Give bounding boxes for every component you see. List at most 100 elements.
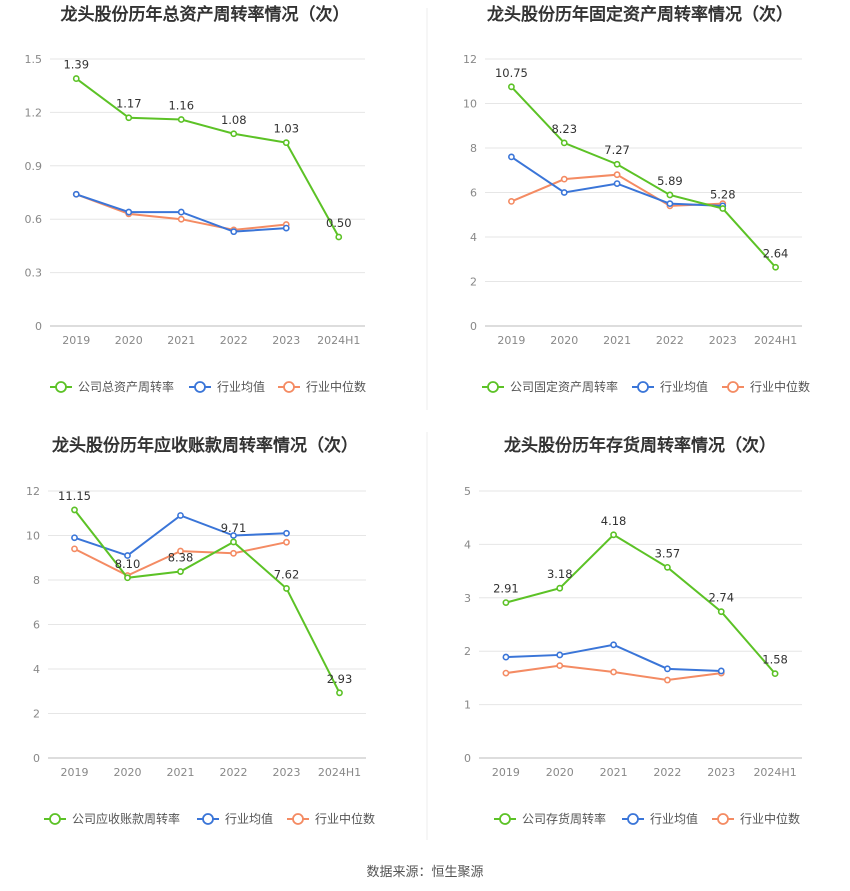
data-label: 3.57 xyxy=(655,546,681,560)
x-tick-label: 2022 xyxy=(220,766,248,779)
legend-label: 行业中位数 xyxy=(306,379,366,394)
data-label: 10.75 xyxy=(495,66,528,80)
data-point-mean xyxy=(610,641,617,649)
data-point-company xyxy=(335,233,343,241)
data-point-mean xyxy=(508,153,515,161)
y-tick-label: 6 xyxy=(470,187,477,200)
data-point-company xyxy=(502,599,510,607)
data-point-mean xyxy=(177,208,185,216)
legend-item-mean: 行业均值 xyxy=(622,811,698,826)
x-tick-label: 2021 xyxy=(603,334,631,347)
chart-title: 龙头股份历年应收账款周转率情况（次） xyxy=(51,435,358,456)
legend-label: 行业均值 xyxy=(650,811,698,826)
x-tick-label: 2023 xyxy=(273,766,301,779)
legend-marker xyxy=(283,381,295,393)
x-tick-label: 2024H1 xyxy=(317,334,360,347)
data-source: 数据来源：恒生聚源 xyxy=(366,865,483,880)
data-point-median xyxy=(177,215,185,223)
data-point-mean xyxy=(613,180,621,187)
y-tick-label: 0 xyxy=(470,320,477,333)
data-point-mean xyxy=(177,512,184,519)
data-point-mean xyxy=(230,532,237,539)
data-label: 1.17 xyxy=(116,97,142,111)
x-tick-label: 2022 xyxy=(220,334,248,347)
x-tick-label: 2019 xyxy=(61,766,89,779)
data-label: 2.91 xyxy=(493,582,519,596)
data-point-median xyxy=(613,171,621,179)
data-point-median xyxy=(508,197,515,205)
y-tick-label: 1 xyxy=(464,699,471,712)
data-label: 0.50 xyxy=(326,216,352,230)
x-tick-label: 2022 xyxy=(656,334,684,347)
legend-marker xyxy=(627,813,639,825)
legend-marker xyxy=(292,813,304,825)
chart-1: 龙头股份历年总资产周转率情况（次） 0 0.3 0.6 0.9 1.2 1.5 2019 202… xyxy=(25,4,367,394)
series-line-company xyxy=(510,86,777,268)
legend-label: 公司总资产周转率 xyxy=(78,379,174,394)
data-point-mean xyxy=(560,189,568,196)
y-tick-label: 2 xyxy=(464,645,471,658)
y-tick-label: 2 xyxy=(470,276,477,289)
series-line-company xyxy=(73,509,341,694)
data-point-median xyxy=(502,669,510,677)
chart-3: 龙头股份历年应收账款周转率情况（次） 0 2 4 6 8 10 12 2019 2020 2021 2… xyxy=(26,435,375,826)
y-tick-label: 0 xyxy=(464,752,471,765)
y-tick-label: 0.6 xyxy=(25,213,43,226)
legend-item-company: 公司应收账款周转率 xyxy=(44,811,180,826)
y-tick-label: 8 xyxy=(470,142,477,155)
data-label: 1.16 xyxy=(168,99,194,113)
series-line-company xyxy=(505,533,776,675)
legend-marker xyxy=(727,381,739,393)
data-point-company xyxy=(124,574,131,582)
legend-marker xyxy=(194,381,206,393)
data-label: 2.93 xyxy=(327,672,353,686)
y-tick-label: 2 xyxy=(33,708,40,721)
legend-label: 公司应收账款周转率 xyxy=(72,811,180,826)
data-point-company xyxy=(71,506,78,514)
data-point-median xyxy=(556,662,564,670)
x-tick-label: 2019 xyxy=(497,334,525,347)
legend-marker xyxy=(637,381,649,393)
legend-item-company: 公司存货周转率 xyxy=(494,811,606,826)
data-point-company xyxy=(771,670,779,678)
y-tick-label: 0.3 xyxy=(25,267,43,280)
x-tick-label: 2020 xyxy=(550,334,578,347)
data-label: 4.18 xyxy=(601,514,627,528)
legend-item-median: 行业中位数 xyxy=(722,379,810,394)
y-tick-label: 12 xyxy=(26,485,40,498)
data-point-company xyxy=(610,531,617,539)
x-tick-label: 2020 xyxy=(115,334,143,347)
data-point-mean xyxy=(282,224,290,232)
legend-item-mean: 行业均值 xyxy=(189,379,265,394)
data-point-median xyxy=(610,668,617,676)
legend-item-median: 行业中位数 xyxy=(287,811,375,826)
data-point-mean xyxy=(283,529,290,537)
data-label: 8.10 xyxy=(115,557,141,571)
legend-marker xyxy=(487,381,499,393)
legend-marker xyxy=(55,381,67,393)
y-tick-label: 10 xyxy=(463,98,477,111)
legend-marker xyxy=(499,813,511,825)
y-tick-label: 8 xyxy=(33,574,40,587)
legend-label: 行业均值 xyxy=(660,379,708,394)
data-label: 7.62 xyxy=(274,567,300,581)
data-label: 5.89 xyxy=(657,174,683,188)
x-tick-label: 2023 xyxy=(272,334,300,347)
data-point-company xyxy=(72,75,80,82)
legend-marker xyxy=(202,813,214,825)
data-label: 8.38 xyxy=(168,551,194,565)
x-tick-label: 2023 xyxy=(707,766,735,779)
legend-marker xyxy=(49,813,61,825)
y-tick-label: 1.2 xyxy=(25,106,43,119)
data-point-mean xyxy=(125,208,133,216)
data-point-company xyxy=(717,608,725,616)
data-label: 9.71 xyxy=(221,521,247,535)
data-point-company xyxy=(125,114,133,122)
chart-title: 龙头股份历年存货周转率情况（次） xyxy=(503,435,776,456)
x-tick-label: 2023 xyxy=(709,334,737,347)
legend-item-company: 公司固定资产周转率 xyxy=(482,379,618,394)
data-point-company xyxy=(664,563,671,571)
data-label: 11.15 xyxy=(58,489,91,503)
legend-label: 公司固定资产周转率 xyxy=(510,379,618,394)
